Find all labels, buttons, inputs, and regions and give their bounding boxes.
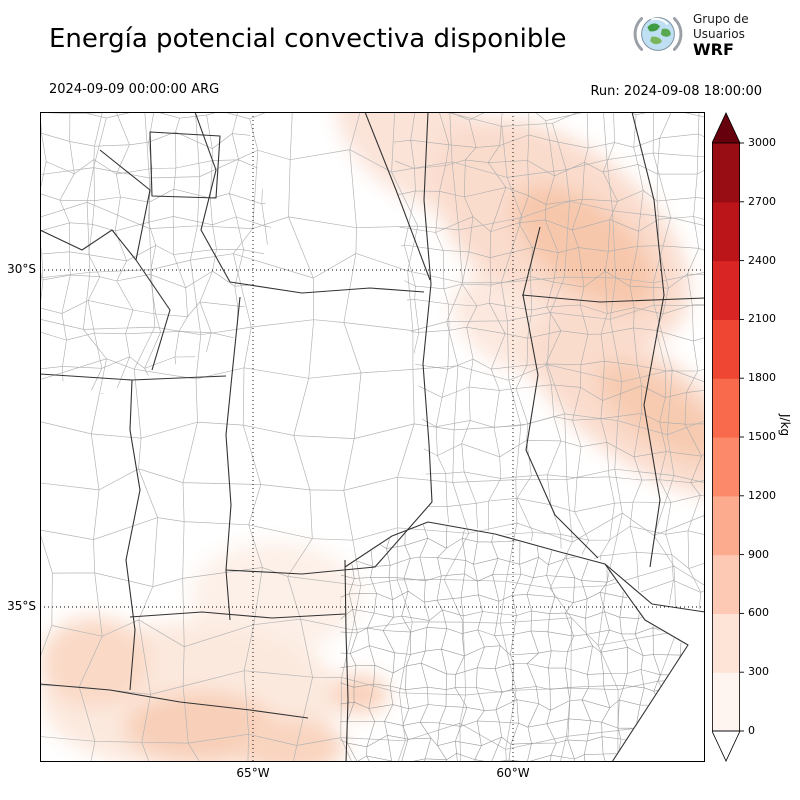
logo-line-3: WRF <box>693 39 734 59</box>
map-border <box>40 112 705 762</box>
colorbar-tick-label: 2100 <box>748 312 776 326</box>
colorbar <box>711 112 748 762</box>
lat-label-35s: 35°S <box>7 599 36 613</box>
colorbar-tick-label: 2700 <box>748 194 776 208</box>
colorbar-tick-label: 3000 <box>748 136 776 149</box>
logo-line-1: Grupo de <box>693 11 749 26</box>
colorbar-tick-label: 900 <box>748 547 769 561</box>
lon-label-60w: 60°W <box>496 766 530 780</box>
colorbar-tick-labels: 0 300 600 900 1200 1500 1800 2100 2400 2700 3000 <box>748 112 792 762</box>
colorbar-svg <box>711 112 744 762</box>
colorbar-tick-label: 0 <box>748 724 755 737</box>
wrf-logo: Grupo de Usuarios WRF <box>630 6 749 62</box>
colorbar-tick-label: 1800 <box>748 371 776 385</box>
province-borders <box>39 111 706 763</box>
gridlines <box>40 112 705 762</box>
colorbar-tick-label: 2400 <box>748 253 776 267</box>
map-frame <box>39 71 755 775</box>
colorbar-tick-label: 300 <box>748 665 769 679</box>
colorbar-tick-label: 1200 <box>748 488 776 502</box>
run-time-label: Run: 2024-09-08 18:00:00 <box>590 84 762 99</box>
colorbar-unit-label: J/kg <box>778 414 792 437</box>
map-svg <box>39 71 755 775</box>
lat-label-30s: 30°S <box>7 262 36 276</box>
logo-line-2: Usuarios <box>693 26 745 41</box>
colorbar-tick-label: 600 <box>748 606 769 620</box>
colorbar-tick-label: 1500 <box>748 430 776 443</box>
globe-icon <box>633 17 683 51</box>
plot-title: Energía potencial convectiva disponible <box>49 24 567 54</box>
logo-text: Grupo de Usuarios WRF <box>693 11 749 59</box>
valid-time-label: 2024-09-09 00:00:00 ARG <box>49 82 220 97</box>
lon-label-65w: 65°W <box>236 766 270 780</box>
